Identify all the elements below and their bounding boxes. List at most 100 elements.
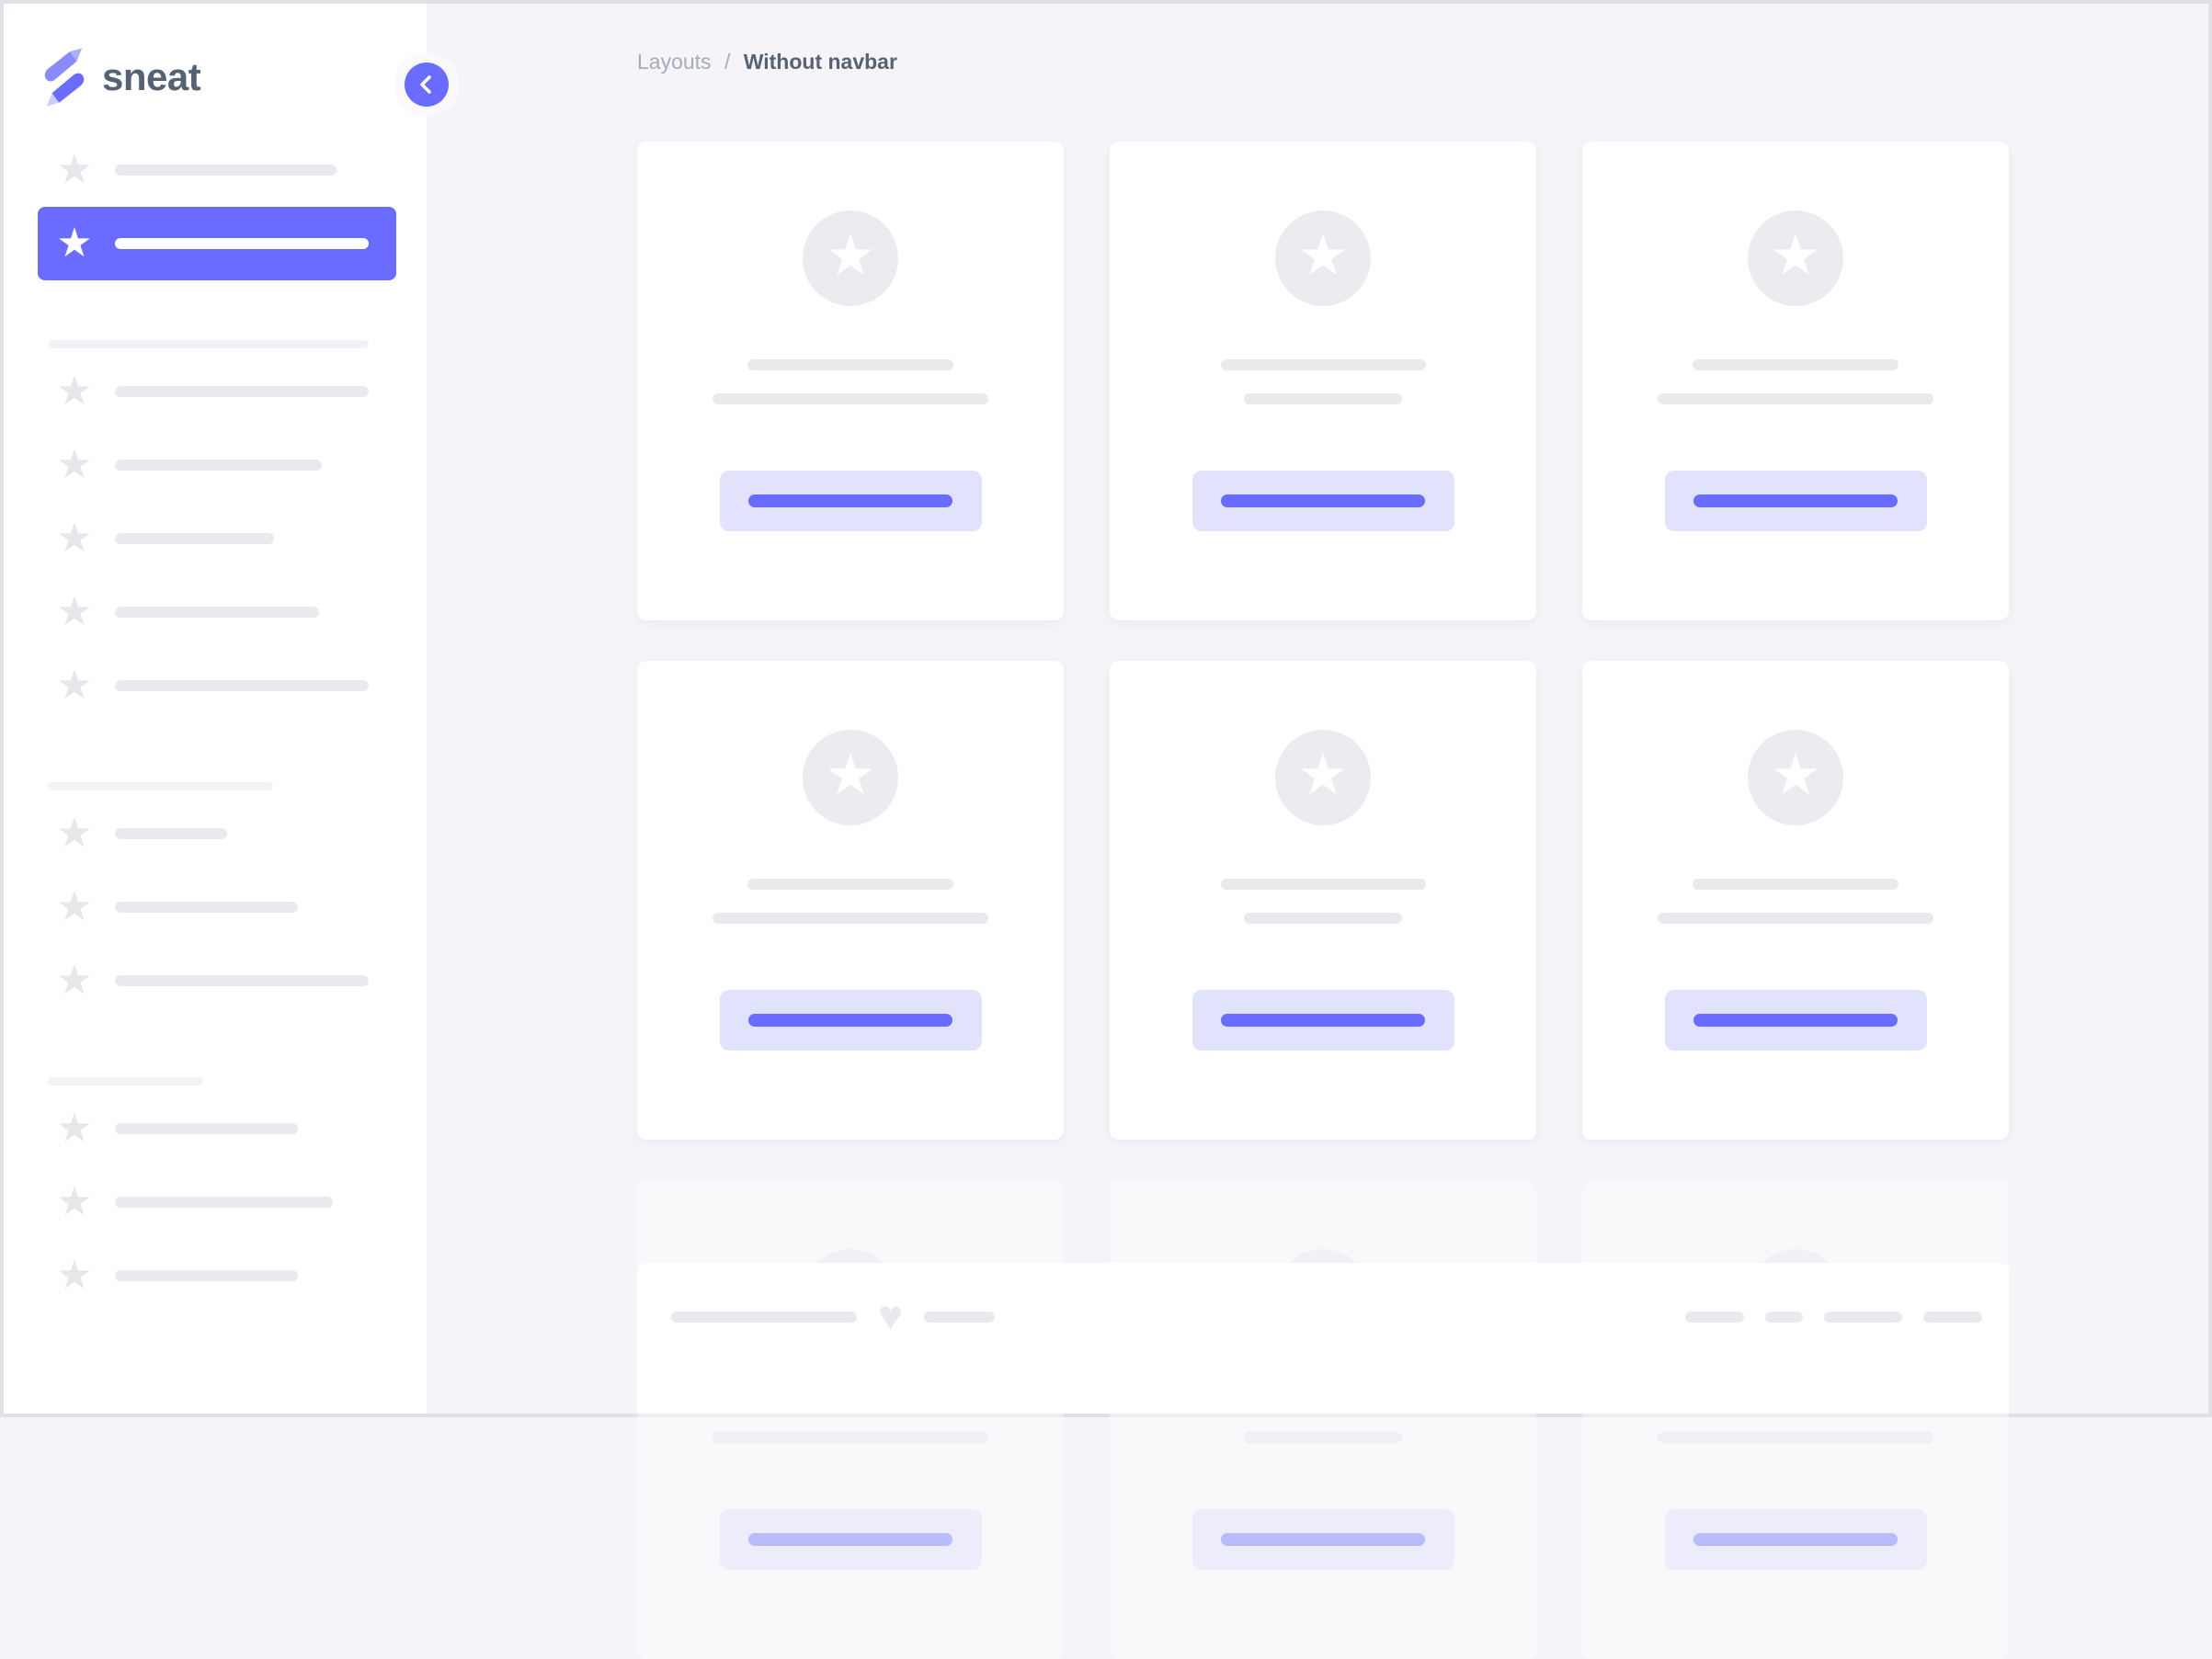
card-star-icon: ★: [1297, 224, 1349, 288]
card-grid: ★ ★ ★ ★ ★: [637, 142, 2009, 1659]
star-icon: ★: [56, 221, 93, 266]
sidebar-menu-item-placeholder[interactable]: ★: [4, 1239, 427, 1312]
star-icon: ★: [56, 958, 93, 1003]
menu-label-placeholder: [115, 607, 319, 618]
card-button-placeholder[interactable]: [1192, 471, 1454, 531]
card-button-placeholder[interactable]: [719, 1509, 982, 1570]
sidebar-menu-item-placeholder[interactable]: ★: [4, 133, 427, 207]
sidebar-menu-item-placeholder[interactable]: ★: [4, 575, 427, 649]
placeholder-card: ★: [1582, 1180, 2009, 1659]
star-icon: ★: [56, 663, 93, 708]
star-icon: ★: [56, 884, 93, 929]
menu-label-placeholder: [115, 238, 369, 249]
star-icon: ★: [56, 589, 93, 634]
card-button-placeholder[interactable]: [719, 990, 982, 1051]
menu-label-placeholder: [115, 902, 298, 913]
card-subtitle-placeholder: [1244, 393, 1402, 404]
card-subtitle-placeholder: [1658, 393, 1933, 404]
menu-label-placeholder: [115, 1123, 298, 1134]
card-subtitle-placeholder: [1244, 913, 1402, 924]
sidebar-menu-item-placeholder[interactable]: ★: [4, 649, 427, 722]
footer-left: ♥: [671, 1294, 996, 1338]
placeholder-card: ★: [1110, 142, 1536, 620]
menu-label-placeholder: [115, 828, 227, 839]
footer-text-placeholder: [671, 1312, 857, 1323]
placeholder-card: ★: [1110, 661, 1536, 1140]
card-button-label-placeholder: [1693, 1533, 1898, 1546]
card-button-label-placeholder: [1693, 1014, 1898, 1027]
sidebar-menu-item-placeholder[interactable]: ★: [4, 870, 427, 944]
menu-label-placeholder: [115, 165, 336, 176]
sidebar-collapse-button[interactable]: [394, 52, 459, 117]
breadcrumb-link-layouts[interactable]: Layouts: [637, 50, 712, 74]
card-button-placeholder[interactable]: [1664, 990, 1927, 1051]
card-button-placeholder[interactable]: [1664, 1509, 1927, 1570]
star-icon: ★: [56, 369, 93, 414]
card-button-label-placeholder: [748, 1533, 952, 1546]
placeholder-card: ★: [637, 142, 1064, 620]
placeholder-card: ★: [1110, 1180, 1536, 1659]
placeholder-card: ★: [637, 661, 1064, 1140]
card-button-label-placeholder: [748, 494, 952, 507]
card-star-icon: ★: [825, 744, 876, 807]
sidebar-menu-item-placeholder[interactable]: ★: [4, 428, 427, 502]
card-title-placeholder: [1693, 359, 1898, 370]
card-button-placeholder[interactable]: [719, 471, 982, 531]
footer-link-placeholder[interactable]: [1824, 1312, 1902, 1323]
placeholder-card: ★: [637, 1180, 1064, 1659]
brand: sneat: [4, 4, 427, 133]
card-button-placeholder[interactable]: [1192, 1509, 1454, 1570]
breadcrumb-separator: /: [724, 50, 731, 74]
sidebar: sneat ★ ★ ★ ★ ★ ★ ★ ★ ★ ★ ★ ★ ★: [4, 4, 427, 1414]
main-content: Layouts / Without navbar ★ ★ ★ ★: [427, 4, 2208, 1659]
avatar: ★: [1748, 730, 1843, 825]
sidebar-menu-item-placeholder[interactable]: ★: [4, 1092, 427, 1165]
card-star-icon: ★: [825, 224, 876, 288]
card-button-label-placeholder: [1221, 1014, 1425, 1027]
menu-label-placeholder: [115, 975, 369, 986]
card-title-placeholder: [1220, 359, 1426, 370]
footer-text-placeholder: [924, 1312, 996, 1323]
footer-links: [1685, 1312, 1982, 1323]
menu-section-divider: [48, 340, 369, 348]
sidebar-menu-item-placeholder[interactable]: ★: [4, 355, 427, 428]
menu-label-placeholder: [115, 386, 369, 397]
logo-text: sneat: [102, 54, 201, 98]
sidebar-menu-item-placeholder[interactable]: ★: [4, 944, 427, 1017]
card-subtitle-placeholder: [713, 913, 988, 924]
footer-bar: ♥: [637, 1263, 2009, 1414]
card-button-placeholder[interactable]: [1664, 471, 1927, 531]
menu-section-divider: [48, 782, 273, 790]
card-subtitle-placeholder: [1244, 1432, 1402, 1443]
avatar: ★: [1275, 730, 1371, 825]
card-subtitle-placeholder: [1658, 913, 1933, 924]
sidebar-menu: ★ ★ ★ ★ ★ ★ ★ ★ ★ ★ ★ ★ ★: [4, 133, 427, 1312]
footer-link-placeholder[interactable]: [1685, 1312, 1744, 1323]
sidebar-menu-item-placeholder[interactable]: ★: [4, 1165, 427, 1239]
card-star-icon: ★: [1770, 224, 1821, 288]
card-star-icon: ★: [1297, 744, 1349, 807]
star-icon: ★: [56, 516, 93, 561]
sidebar-menu-item-active[interactable]: ★: [38, 207, 396, 280]
card-title-placeholder: [1693, 879, 1898, 890]
card-button-label-placeholder: [748, 1014, 952, 1027]
chevron-left-icon: [405, 62, 449, 107]
avatar: ★: [1748, 210, 1843, 306]
avatar: ★: [803, 210, 898, 306]
card-title-placeholder: [747, 359, 953, 370]
sidebar-menu-item-placeholder[interactable]: ★: [4, 502, 427, 575]
star-icon: ★: [56, 147, 93, 192]
card-star-icon: ★: [1770, 744, 1821, 807]
sidebar-menu-item-placeholder[interactable]: ★: [4, 797, 427, 870]
menu-label-placeholder: [115, 680, 369, 691]
placeholder-card: ★: [1582, 142, 2009, 620]
footer-link-placeholder[interactable]: [1765, 1312, 1803, 1323]
menu-label-placeholder: [115, 1270, 298, 1281]
card-button-placeholder[interactable]: [1192, 990, 1454, 1051]
menu-label-placeholder: [115, 533, 274, 544]
menu-section-divider: [48, 1077, 203, 1085]
placeholder-card: ★: [1582, 661, 2009, 1140]
footer-link-placeholder[interactable]: [1923, 1312, 1982, 1323]
card-button-label-placeholder: [1693, 494, 1898, 507]
